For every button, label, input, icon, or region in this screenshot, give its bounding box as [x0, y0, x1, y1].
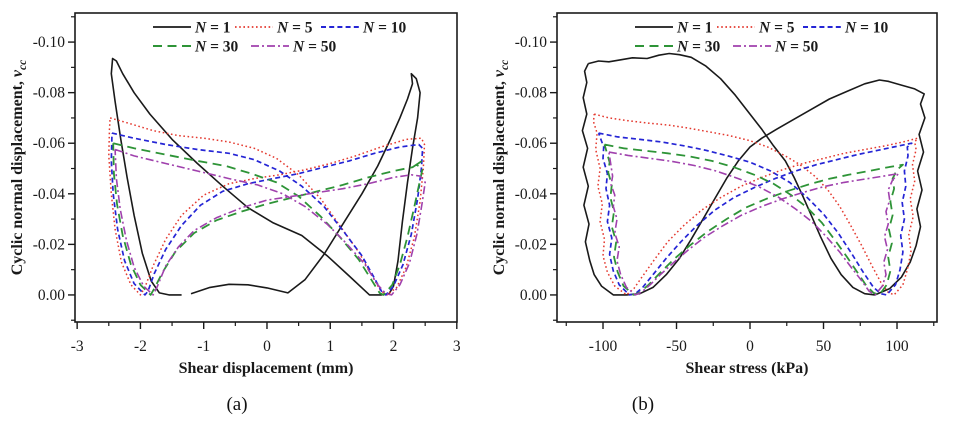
legend-label-b: N = 5	[758, 20, 795, 37]
plot-frame-b	[556, 12, 938, 323]
y-tick-label-b: -0.08	[515, 85, 548, 102]
x-tick-label-b: 0	[746, 338, 754, 355]
y-tick-label-b: -0.02	[515, 236, 547, 253]
y-tick-label-a: -0.08	[33, 85, 66, 102]
series-10-curve-b	[597, 132, 913, 296]
x-tick-label-a: 0	[263, 338, 271, 355]
x-tick-label-a: 2	[390, 338, 398, 355]
panel-b-caption: (b)	[631, 394, 655, 415]
legend-label-a: N = 1	[194, 20, 231, 37]
x-tick-label-b: -100	[589, 338, 618, 355]
x-tick-label-a: -3	[71, 338, 84, 355]
legend-label-b: N = 50	[774, 39, 819, 56]
series-50-curve-b	[608, 151, 900, 296]
series-50-curve-a	[114, 148, 426, 296]
x-axis-title-b: Shear stress (kPa)	[686, 360, 809, 377]
series-30-curve-a	[112, 142, 424, 296]
x-axis-title-a: Shear displacement (mm)	[179, 360, 354, 377]
legend-label-b: N = 1	[676, 20, 713, 37]
y-tick-label-b: -0.04	[515, 186, 548, 203]
legend-label-a: N = 5	[276, 20, 313, 37]
y-tick-label-a: -0.02	[33, 236, 65, 253]
y-tick-label-b: -0.10	[515, 34, 548, 51]
x-tick-label-b: 100	[885, 338, 909, 355]
series-5-curve-b	[592, 113, 919, 296]
series-1-curve-b	[581, 52, 926, 296]
series-30-curve-b	[603, 143, 904, 296]
x-tick-label-a: 1	[326, 338, 334, 355]
y-tick-label-a: -0.04	[33, 186, 66, 203]
x-tick-label-a: 3	[453, 338, 461, 355]
legend-label-b: N = 10	[844, 20, 889, 37]
legend-label-a: N = 30	[194, 39, 239, 56]
y-axis-title-b: Cyclic normal displacement, vcc	[491, 60, 511, 276]
panel-a-caption: (a)	[226, 394, 248, 415]
legend-label-b: N = 30	[676, 39, 721, 56]
legend-label-a: N = 50	[292, 39, 337, 56]
series-5-curve-a	[108, 117, 426, 296]
x-tick-label-b: -50	[666, 338, 687, 355]
x-tick-label-b: 50	[816, 338, 832, 355]
y-tick-label-b: -0.06	[515, 135, 548, 152]
y-tick-label-a: 0.00	[38, 287, 65, 304]
y-tick-label-a: -0.10	[33, 34, 66, 51]
plot-frame-a	[74, 12, 458, 323]
x-tick-label-a: -2	[134, 338, 147, 355]
legend-label-a: N = 10	[362, 20, 407, 37]
y-tick-label-b: 0.00	[520, 287, 547, 304]
y-axis-title-a: Cyclic normal displacement, vcc	[9, 60, 29, 276]
series-10-curve-a	[110, 132, 424, 296]
x-tick-label-a: -1	[197, 338, 210, 355]
y-tick-label-a: -0.06	[33, 135, 66, 152]
